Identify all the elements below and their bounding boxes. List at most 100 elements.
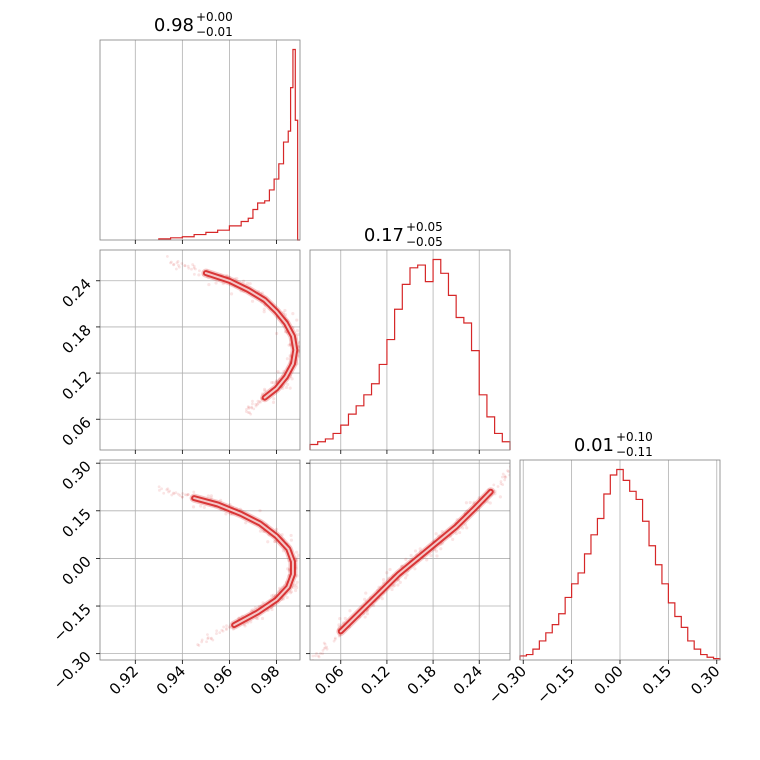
scatter-point (171, 491, 175, 495)
scatter-point (409, 553, 413, 558)
title-minus: −0.01 (196, 25, 233, 39)
scatter-point (250, 406, 254, 410)
scatter-point (418, 547, 422, 551)
scatter-point (512, 468, 515, 471)
density-panel-frame-4 (99, 459, 301, 661)
scatter-point (295, 550, 299, 554)
histogram-title-1: 0.17 +0.05−0.05 (364, 220, 443, 249)
scatter-point (255, 403, 259, 406)
scatter-point (260, 616, 265, 621)
title-minus: −0.11 (616, 445, 653, 459)
scatter-point (183, 264, 187, 268)
scatter-point (205, 640, 208, 644)
scatter-point (172, 262, 176, 266)
title-plus: +0.00 (196, 10, 233, 24)
scatter-point (165, 255, 169, 258)
scatter-point (281, 549, 285, 553)
scatter-point (276, 370, 280, 374)
scatter-point (289, 538, 294, 542)
scatter-point (287, 343, 291, 347)
scatter-point (503, 474, 507, 478)
scatter-point (228, 626, 232, 630)
scatter-point (405, 573, 409, 577)
scatter-point (493, 492, 497, 496)
histogram-param-2 (519, 468, 721, 660)
scatter-point (231, 627, 235, 631)
scatter-point (382, 581, 386, 585)
scatter-point (323, 642, 327, 646)
scatter-point (185, 493, 189, 497)
scatter-point (278, 586, 282, 590)
scatter-point (180, 495, 184, 499)
x-tick-label: 0.18 (404, 662, 440, 698)
scatter-point (288, 591, 293, 595)
scatter-point (249, 620, 253, 624)
y-tick-label: 0.30 (58, 457, 94, 493)
scatter-point (413, 549, 418, 553)
scatter-point (451, 537, 455, 541)
scatter-point (477, 496, 481, 500)
title-minus: −0.05 (406, 235, 443, 249)
scatter-point (496, 485, 500, 488)
scatter-point (257, 604, 261, 608)
scatter-point (280, 533, 284, 537)
scatter-point (244, 410, 248, 413)
scatter-point (247, 406, 251, 409)
density-panel-4 (157, 485, 300, 647)
scatter-point (191, 505, 196, 509)
scatter-point (281, 311, 285, 315)
scatter-point (284, 330, 288, 334)
scatter-point (282, 369, 286, 373)
scatter-point (297, 341, 300, 345)
contour-inner (204, 272, 297, 399)
scatter-point (322, 647, 326, 650)
scatter-point (294, 583, 298, 587)
scatter-point (333, 637, 337, 641)
histogram-param-0 (158, 48, 300, 241)
scatter-point (315, 651, 318, 655)
scatter-point (245, 407, 248, 411)
scatter-point (283, 308, 287, 313)
scatter-point (199, 504, 203, 508)
scatter-point (281, 597, 286, 601)
scatter-point (261, 529, 265, 533)
scatter-point (274, 527, 279, 532)
scatter-point (293, 588, 298, 593)
x-tick-label: 0.92 (106, 662, 142, 698)
scatter-point (167, 490, 170, 494)
scatter-point (246, 411, 250, 414)
scatter-point (388, 567, 392, 572)
scatter-point (183, 264, 187, 268)
scatter-point (252, 407, 256, 411)
scatter-point (165, 488, 169, 492)
density-panel-3 (165, 255, 300, 416)
scatter-point (229, 292, 234, 296)
scatter-point (190, 267, 193, 271)
scatter-point (175, 261, 179, 265)
scatter-point (214, 281, 218, 285)
scatter-point (249, 412, 253, 416)
scatter-point (198, 269, 201, 273)
scatter-point (325, 645, 329, 649)
scatter-point (221, 282, 225, 286)
scatter-point (249, 609, 253, 613)
scatter-point (211, 638, 215, 642)
scatter-point (215, 629, 219, 633)
scatter-point (385, 571, 389, 575)
scatter-point (172, 263, 175, 267)
x-tick-label: 0.98 (247, 662, 283, 698)
scatter-point (209, 494, 213, 498)
scatter-point (461, 526, 465, 530)
scatter-point (439, 547, 443, 551)
scatter-point (321, 649, 325, 652)
scatter-point (221, 629, 225, 633)
scatter-point (270, 607, 274, 612)
scatter-point (186, 493, 190, 496)
scatter-point (365, 612, 369, 616)
scatter-point (404, 557, 408, 561)
scatter-point (180, 495, 184, 499)
scatter-point (170, 493, 174, 497)
scatter-point (219, 498, 223, 502)
scatter-point (286, 567, 290, 571)
scatter-point (218, 631, 222, 635)
